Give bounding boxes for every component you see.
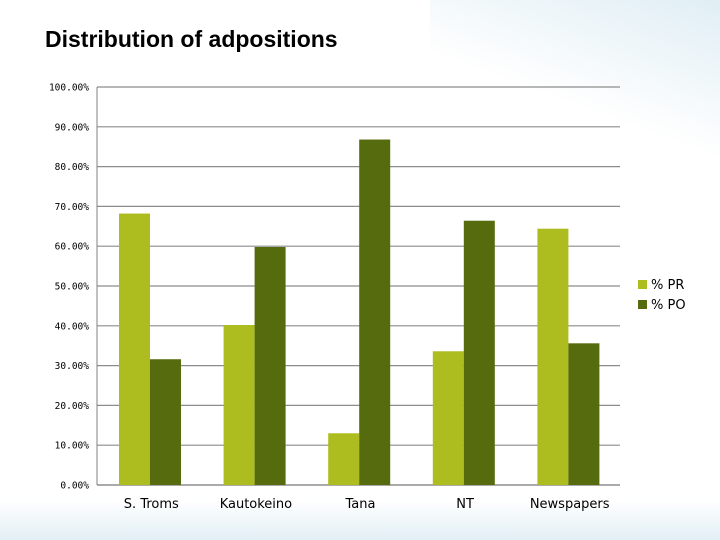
x-category-label: S. Troms	[124, 497, 179, 512]
legend-label: % PR	[651, 278, 684, 293]
y-tick-label: 30.00%	[55, 361, 90, 372]
y-tick-label: 0.00%	[60, 481, 89, 492]
bar-po	[464, 221, 495, 485]
legend-label: % PO	[651, 298, 686, 313]
bar-pr	[119, 214, 150, 485]
y-tick-label: 10.00%	[55, 441, 90, 452]
bar-po	[568, 343, 599, 485]
x-category-label: Newspapers	[530, 497, 610, 512]
y-tick-label: 60.00%	[55, 242, 90, 253]
y-tick-label: 20.00%	[55, 401, 90, 412]
y-tick-label: 90.00%	[55, 122, 90, 133]
legend-swatch	[638, 300, 647, 309]
bar-pr	[328, 433, 359, 485]
bar-pr	[537, 229, 568, 485]
bar-po	[255, 247, 286, 485]
y-tick-label: 100.00%	[49, 83, 89, 94]
bar-po	[359, 140, 390, 485]
x-category-label: NT	[456, 497, 474, 512]
y-tick-label: 70.00%	[55, 202, 90, 213]
legend-swatch	[638, 280, 647, 289]
bar-po	[150, 359, 181, 485]
x-category-label: Kautokeino	[220, 497, 292, 512]
bar-pr	[433, 351, 464, 485]
y-tick-label: 80.00%	[55, 162, 90, 173]
x-category-label: Tana	[345, 497, 376, 512]
bar-pr	[224, 325, 255, 485]
y-tick-label: 40.00%	[55, 321, 90, 332]
y-tick-label: 50.00%	[55, 282, 90, 293]
